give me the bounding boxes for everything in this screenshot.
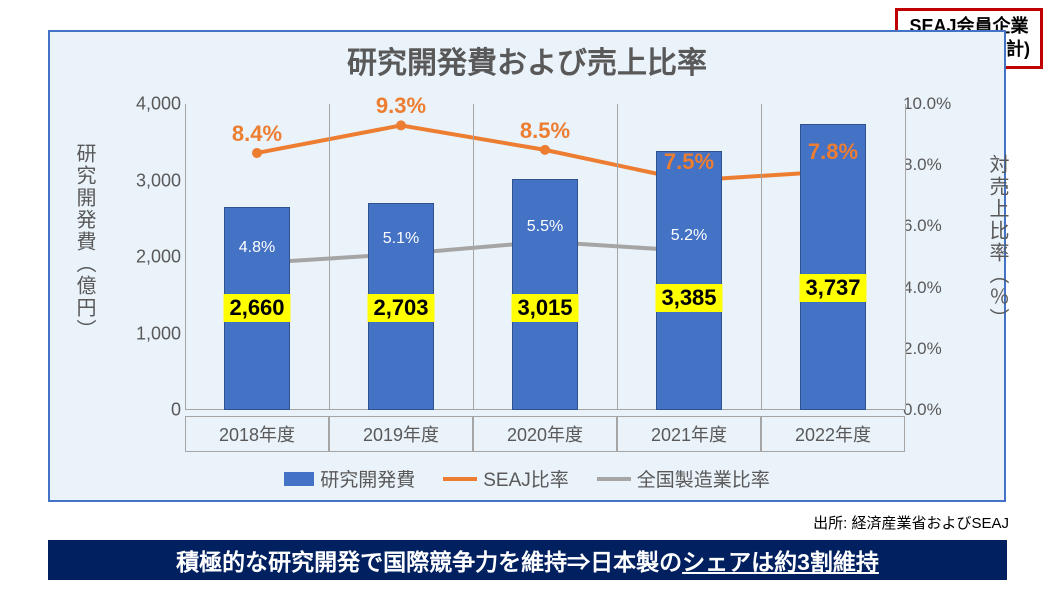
line-marker (540, 145, 550, 155)
line-value-label: 5.2% (671, 227, 707, 245)
y-left-axis: 0 1,000 2,000 3,000 4,000 (105, 92, 185, 422)
y-left-tick: 3,000 (136, 170, 181, 191)
y-right-tick: 2.0% (903, 339, 942, 359)
legend-item-seaj: SEAJ比率 (443, 465, 569, 492)
footer-text-pre: 積極的な研究開発で国際競争力を維持⇒日本製の (176, 543, 682, 577)
line-value-label: 7.8% (808, 139, 858, 165)
y-right-tick: 8.0% (903, 155, 942, 175)
category-separator (473, 104, 474, 410)
y-right-tick: 10.0% (903, 94, 951, 114)
y-left-tick: 2,000 (136, 247, 181, 268)
bar-value-label: 3,015 (511, 294, 578, 322)
y-right-tick: 6.0% (903, 216, 942, 236)
line-value-label: 4.8% (239, 239, 275, 257)
source-note: 出所: 経済産業省およびSEAJ (813, 512, 1009, 533)
x-category-label: 2019年度 (329, 416, 473, 452)
legend-label: SEAJ比率 (483, 465, 569, 492)
line-value-label: 8.5% (520, 118, 570, 144)
chart-title: 研究開発費および売上比率 (50, 32, 1004, 82)
y-right-tick: 0.0% (903, 400, 942, 420)
line-value-label: 9.3% (376, 93, 426, 119)
legend-label: 全国製造業比率 (637, 465, 770, 492)
y-right-tick: 4.0% (903, 278, 942, 298)
footer-banner: 積極的な研究開発で国際競争力を維持⇒日本製のシェアは約3割維持 (48, 540, 1007, 580)
y-left-axis-label: 研究開発費（億円） (70, 82, 99, 402)
chart-container: 研究開発費および売上比率 研究開発費（億円） 0 1,000 2,000 3,000 4… (48, 30, 1006, 502)
line-value-label: 5.1% (383, 230, 419, 248)
legend-swatch-line (443, 477, 477, 481)
y-left-tick: 0 (171, 400, 181, 421)
legend-swatch-line (597, 477, 631, 481)
category-separator (185, 104, 186, 410)
footer-text-underline: シェアは約3割維持 (682, 543, 879, 577)
y-left-tick: 1,000 (136, 323, 181, 344)
x-category-label: 2021年度 (617, 416, 761, 452)
bar (656, 151, 722, 410)
legend-item-bar: 研究開発費 (284, 465, 415, 492)
line-value-label: 7.5% (664, 149, 714, 175)
category-separator (329, 104, 330, 410)
y-left-tick: 4,000 (136, 94, 181, 115)
category-separator (905, 104, 906, 410)
legend-item-national: 全国製造業比率 (597, 465, 770, 492)
x-category-label: 2020年度 (473, 416, 617, 452)
chart-legend: 研究開発費 SEAJ比率 全国製造業比率 (50, 465, 1004, 492)
bar-value-label: 2,703 (367, 294, 434, 322)
y-right-axis-label: 対売上比率（％） (983, 82, 1012, 402)
legend-label: 研究開発費 (320, 465, 415, 492)
line-marker (396, 120, 406, 130)
category-separator (761, 104, 762, 410)
line-marker (252, 148, 262, 158)
legend-swatch-bar (284, 472, 314, 486)
category-separator (617, 104, 618, 410)
line-value-label: 5.5% (527, 218, 563, 236)
x-category-label: 2018年度 (185, 416, 329, 452)
bar-value-label: 3,737 (799, 274, 866, 302)
y-right-axis: 0.0% 2.0% 4.0% 6.0% 8.0% 10.0% (899, 92, 979, 422)
bar-value-label: 2,660 (223, 294, 290, 322)
bar (800, 124, 866, 410)
line-value-label: 8.4% (232, 121, 282, 147)
x-category-label: 2022年度 (761, 416, 905, 452)
bar-value-label: 3,385 (655, 284, 722, 312)
plot-area: 2,6602,7033,0153,3853,7378.4%9.3%8.5%7.5… (185, 104, 905, 410)
